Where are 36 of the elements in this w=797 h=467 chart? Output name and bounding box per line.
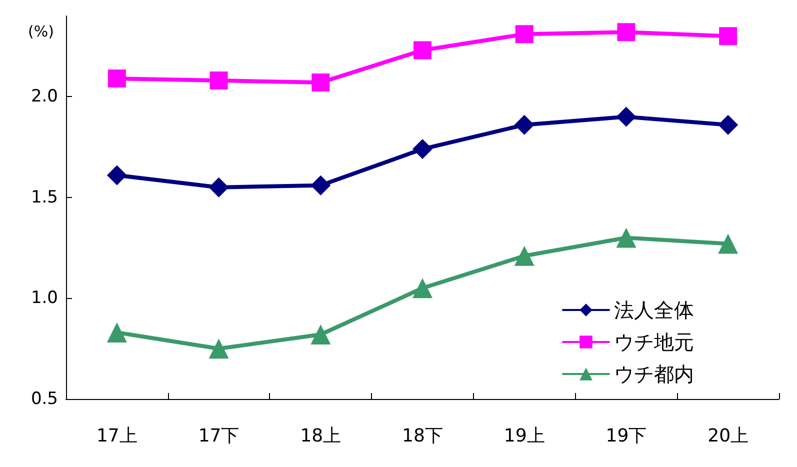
legend-label: 法人全体: [614, 298, 694, 322]
y-axis-title: (%): [28, 22, 54, 40]
point: [412, 278, 432, 298]
point: [515, 25, 534, 44]
legend-label: ウチ都内: [614, 362, 694, 386]
point: [310, 324, 331, 344]
y-tick-label: 2.0: [30, 86, 58, 107]
point: [208, 338, 229, 359]
point: [718, 114, 738, 135]
point: [210, 72, 228, 90]
point: [310, 175, 331, 196]
point: [514, 114, 534, 135]
legend-label: ウチ地元: [614, 330, 694, 354]
point: [718, 234, 738, 254]
x-tick-label: 19下: [606, 426, 647, 446]
point: [312, 74, 330, 92]
point: [414, 41, 432, 60]
point: [106, 322, 127, 342]
y-tick-label: 1.5: [30, 187, 58, 208]
point: [412, 139, 432, 160]
point: [208, 177, 229, 198]
x-tick-label: 17下: [198, 426, 240, 446]
point: [106, 165, 127, 186]
x-tick-label: 17上: [96, 426, 138, 446]
x-tick-label: 18下: [402, 426, 443, 446]
x-tick-label: 19上: [504, 426, 545, 446]
x-tick-label: 18上: [300, 426, 342, 446]
point: [616, 106, 636, 127]
x-tick-label: 20上: [708, 426, 749, 446]
y-tick-label: 1.0: [30, 288, 58, 308]
y-tick-label: 0.5: [30, 389, 58, 409]
point: [617, 23, 636, 42]
point: [719, 27, 738, 46]
point: [616, 228, 636, 248]
point: [514, 246, 534, 266]
point: [108, 69, 126, 88]
